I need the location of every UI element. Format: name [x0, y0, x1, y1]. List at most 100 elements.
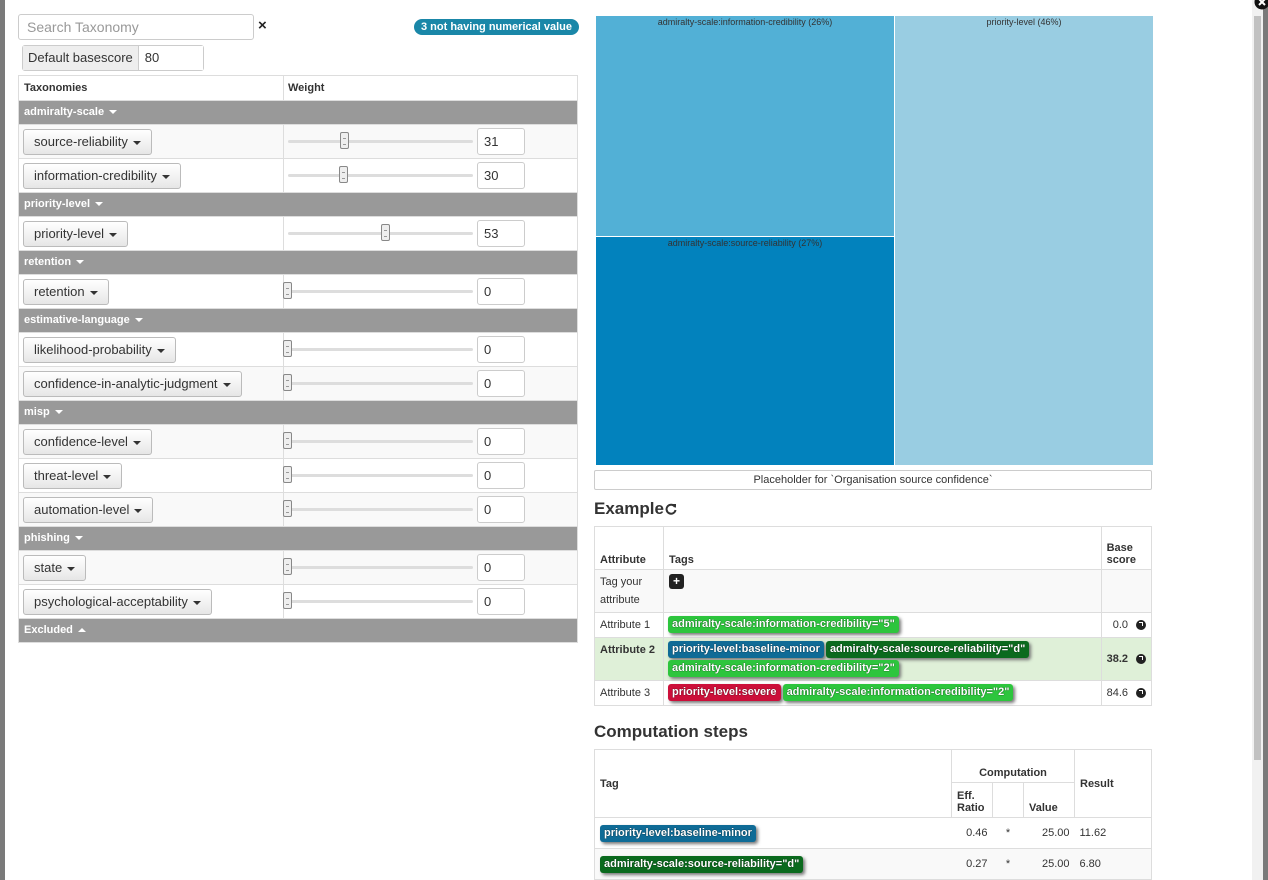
group-row[interactable]: estimative-language	[19, 309, 577, 333]
computation-row: admiralty-scale:source-reliability="d" 0.…	[594, 848, 1152, 880]
result-cell: 6.80	[1074, 848, 1152, 880]
slider-thumb[interactable]	[283, 558, 292, 575]
taxonomy-dropdown[interactable]: state	[23, 555, 87, 581]
scrollbar-thumb[interactable]	[1254, 16, 1261, 760]
taxonomy-name: likelihood-probability	[34, 342, 152, 357]
basescore-label: Default basescore	[23, 46, 139, 70]
score: 38.2	[1106, 653, 1128, 665]
tag[interactable]: admiralty-scale:information-credibility=…	[668, 660, 899, 677]
tag[interactable]: priority-level:baseline-minor	[668, 641, 824, 658]
weight-input[interactable]: 53	[477, 220, 525, 247]
tag[interactable]: admiralty-scale:information-credibility=…	[668, 616, 899, 633]
group-row[interactable]: admiralty-scale	[19, 101, 577, 125]
basescore-input[interactable]: 80	[138, 46, 203, 70]
slider-track[interactable]	[288, 600, 473, 603]
slider-thumb[interactable]	[283, 432, 292, 449]
slider-track[interactable]	[288, 140, 473, 143]
slider-track[interactable]	[288, 232, 473, 235]
close-button[interactable]	[1254, 0, 1268, 10]
clear-search[interactable]: ×	[258, 17, 267, 34]
group-row[interactable]: misp	[19, 401, 577, 425]
slider-thumb[interactable]	[283, 500, 292, 517]
help-icon[interactable]	[1136, 654, 1146, 665]
weight-input[interactable]: 0	[477, 278, 525, 305]
slider-thumb[interactable]	[283, 282, 292, 299]
taxonomy-name: automation-level	[34, 502, 130, 517]
taxonomy-dropdown[interactable]: information-credibility	[23, 163, 181, 189]
slider-track[interactable]	[288, 440, 473, 443]
slider-track[interactable]	[288, 290, 473, 293]
taxonomy-dropdown[interactable]: automation-level	[23, 497, 154, 523]
taxonomy-name: retention	[34, 284, 85, 299]
slider-track[interactable]	[288, 174, 473, 177]
slider-thumb[interactable]	[283, 340, 292, 357]
weight-input[interactable]: 30	[477, 162, 525, 189]
taxonomy-name: psychological-acceptability	[34, 594, 188, 609]
tag-cell: admiralty-scale:source-reliability="d"	[594, 848, 952, 880]
help-icon[interactable]	[1136, 620, 1146, 631]
weight-input[interactable]: 0	[477, 370, 525, 397]
taxonomy-name: confidence-in-analytic-judgment	[34, 376, 218, 391]
treemap: admiralty-scale:information-credibility …	[595, 15, 1154, 466]
slider-track[interactable]	[288, 474, 473, 477]
header-cell: Tags	[663, 526, 1102, 570]
slider-track[interactable]	[288, 566, 473, 569]
group-row[interactable]: priority-level	[19, 193, 577, 217]
tag[interactable]: priority-level:baseline-minor	[600, 825, 756, 842]
help-icon[interactable]	[1136, 688, 1146, 699]
tag[interactable]: admiralty-scale:source-reliability="d"	[600, 856, 804, 873]
taxonomy-dropdown[interactable]: priority-level	[23, 221, 129, 247]
treemap-cell: priority-level (46%)	[894, 15, 1154, 466]
tag[interactable]: admiralty-scale:information-credibility=…	[782, 684, 1014, 701]
taxonomy-dropdown[interactable]: confidence-level	[23, 429, 152, 455]
slider-thumb[interactable]	[283, 374, 292, 391]
taxonomy-dropdown[interactable]: retention	[23, 279, 109, 305]
taxonomy-dropdown[interactable]: threat-level	[23, 463, 123, 489]
taxonomy-name: threat-level	[34, 468, 99, 483]
slider-thumb[interactable]	[283, 592, 292, 609]
group-row[interactable]: retention	[19, 251, 577, 275]
group-row[interactable]: phishing	[19, 527, 577, 551]
search-input[interactable]: Search Taxonomy	[18, 14, 254, 40]
weight-input[interactable]: 0	[477, 588, 525, 615]
slider-thumb[interactable]	[381, 224, 391, 241]
header-cell: Weight	[288, 82, 325, 94]
weight-input[interactable]: 31	[477, 128, 525, 155]
tag[interactable]: admiralty-scale:source-reliability="d"	[825, 641, 1030, 658]
weight-input[interactable]: 0	[477, 462, 525, 489]
computation-table: Tag Computation Result Eff. Ratio Value …	[594, 749, 1152, 880]
slider-track[interactable]	[288, 382, 473, 385]
slider-thumb[interactable]	[338, 166, 348, 183]
taxonomy-name: confidence-level	[34, 434, 128, 449]
tag[interactable]: priority-level:severe	[668, 684, 781, 701]
group-name: admiralty-scale	[24, 106, 105, 118]
slider-track[interactable]	[288, 348, 473, 351]
weight-input[interactable]: 0	[477, 496, 525, 523]
taxonomy-dropdown[interactable]: psychological-acceptability	[23, 589, 212, 615]
result-cell: 11.62	[1074, 817, 1152, 849]
attribute-cell: Attribute 2	[594, 637, 664, 681]
refresh-icon[interactable]	[665, 503, 677, 515]
table-header: Taxonomies Weight	[19, 76, 577, 101]
taxonomy-row: priority-level 53	[19, 217, 577, 251]
tags-cell: priority-level:severe admiralty-scale:inf…	[663, 680, 1102, 706]
taxonomy-name: state	[34, 560, 63, 575]
slider-thumb[interactable]	[340, 132, 350, 149]
ratio-cell: 0.46	[951, 817, 993, 849]
group-name: priority-level	[24, 198, 91, 210]
taxonomy-dropdown[interactable]: source-reliability	[23, 129, 152, 155]
weight-input[interactable]: 0	[477, 428, 525, 455]
value-cell: 25.00	[1023, 817, 1075, 849]
example-row: Attribute 3 priority-level:severe admiralt…	[594, 680, 1153, 706]
excluded-row[interactable]: Excluded	[19, 619, 577, 642]
taxonomy-row: information-credibility 30	[19, 159, 577, 193]
score-cell: 0.0	[1100, 612, 1153, 638]
value-cell: 25.00	[1023, 848, 1075, 880]
add-tag-button[interactable]: +	[669, 574, 684, 589]
slider-thumb[interactable]	[283, 466, 292, 483]
slider-track[interactable]	[288, 508, 473, 511]
taxonomy-dropdown[interactable]: likelihood-probability	[23, 337, 176, 363]
weight-input[interactable]: 0	[477, 554, 525, 581]
weight-input[interactable]: 0	[477, 336, 525, 363]
taxonomy-dropdown[interactable]: confidence-in-analytic-judgment	[23, 371, 242, 397]
